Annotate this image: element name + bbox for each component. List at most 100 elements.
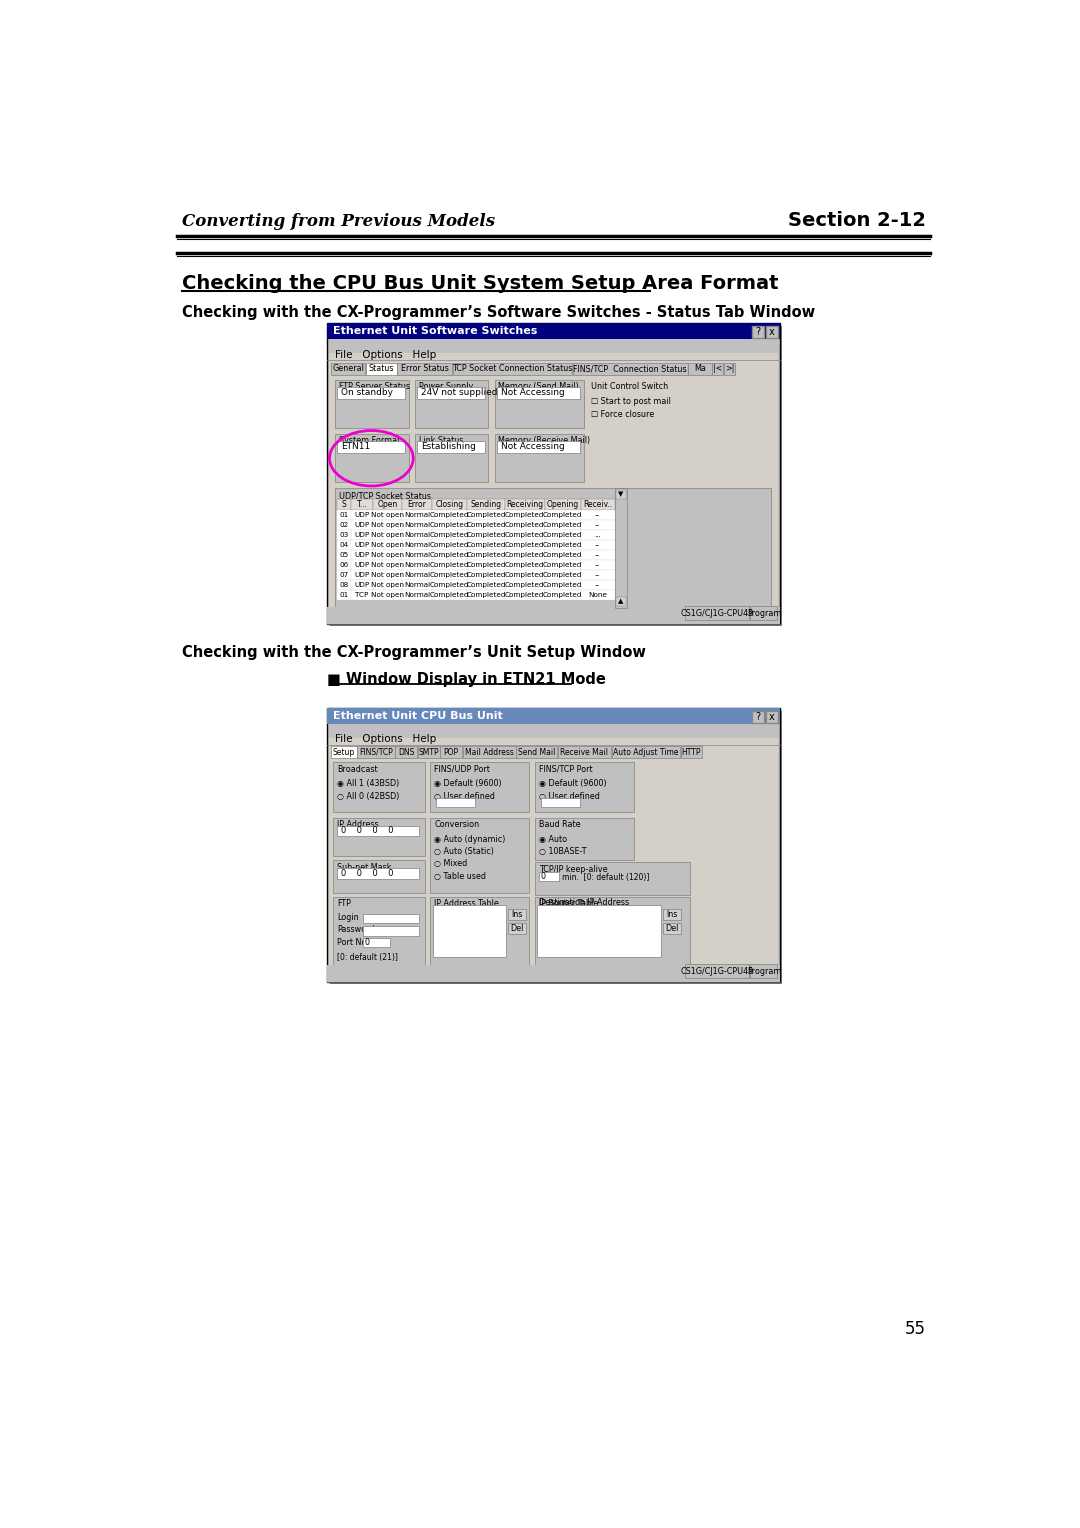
- Text: Normal: Normal: [404, 532, 430, 538]
- Text: Send Mail: Send Mail: [518, 747, 555, 756]
- Text: Completed: Completed: [467, 591, 505, 597]
- Bar: [581, 550, 615, 559]
- Text: --: --: [595, 562, 600, 568]
- Text: 02: 02: [339, 523, 349, 527]
- Text: Checking the CPU Bus Unit System Setup Area Format: Checking the CPU Bus Unit System Setup A…: [181, 274, 778, 293]
- Text: Completed: Completed: [430, 532, 470, 538]
- Text: |<: |<: [713, 365, 723, 373]
- Bar: [545, 550, 581, 559]
- Text: ☑ Change Dynamically: ☑ Change Dynamically: [539, 911, 632, 920]
- Bar: [545, 539, 581, 550]
- Text: IP Router Table: IP Router Table: [539, 900, 598, 909]
- Bar: [504, 520, 545, 530]
- Bar: [535, 762, 634, 813]
- Bar: [335, 434, 408, 483]
- Bar: [752, 711, 765, 723]
- Bar: [403, 510, 432, 520]
- Bar: [335, 380, 408, 428]
- Text: ◉ Auto: ◉ Auto: [539, 834, 567, 843]
- Text: ETN11: ETN11: [341, 442, 370, 451]
- Bar: [663, 909, 681, 920]
- Bar: [508, 923, 526, 934]
- Text: ...: ...: [594, 532, 602, 538]
- Text: IP Address Table: IP Address Table: [434, 900, 499, 909]
- Bar: [337, 500, 351, 510]
- Text: 06: 06: [339, 562, 349, 568]
- Text: Completed: Completed: [430, 523, 470, 527]
- Bar: [430, 762, 529, 813]
- Bar: [463, 746, 515, 758]
- Text: UDP: UDP: [354, 542, 369, 549]
- Bar: [581, 590, 615, 601]
- Bar: [468, 530, 504, 539]
- Text: 03: 03: [339, 532, 349, 538]
- Bar: [337, 570, 351, 581]
- Text: Del: Del: [665, 924, 678, 934]
- Bar: [545, 520, 581, 530]
- Bar: [337, 530, 351, 539]
- Bar: [504, 530, 545, 539]
- Bar: [351, 570, 373, 581]
- Bar: [680, 746, 702, 758]
- Bar: [432, 590, 468, 601]
- Text: ◉ Default (9600): ◉ Default (9600): [539, 779, 606, 788]
- Bar: [373, 590, 403, 601]
- Text: Not open: Not open: [372, 532, 404, 538]
- Bar: [545, 559, 581, 570]
- Bar: [403, 530, 432, 539]
- Text: Completed: Completed: [467, 532, 505, 538]
- Bar: [373, 539, 403, 550]
- Text: Completed: Completed: [543, 512, 582, 518]
- Bar: [337, 868, 419, 879]
- Text: min.  [0: default (120)]: min. [0: default (120)]: [562, 872, 649, 882]
- Text: Opening: Opening: [546, 500, 579, 509]
- Bar: [327, 324, 780, 339]
- Text: 04: 04: [339, 542, 349, 549]
- Bar: [545, 590, 581, 601]
- Bar: [751, 964, 778, 978]
- Bar: [537, 905, 661, 957]
- Bar: [415, 380, 488, 428]
- Text: ☐ Start to post mail: ☐ Start to post mail: [592, 397, 672, 406]
- Bar: [504, 539, 545, 550]
- Text: Completed: Completed: [430, 542, 470, 549]
- Text: Section 2-12: Section 2-12: [787, 211, 926, 229]
- Text: Mail Address: Mail Address: [464, 747, 514, 756]
- Bar: [685, 964, 748, 978]
- Text: --: --: [595, 571, 600, 578]
- Text: ☐ Force closure: ☐ Force closure: [592, 410, 654, 419]
- Text: TCP/IP keep-alive: TCP/IP keep-alive: [539, 865, 607, 874]
- Bar: [366, 362, 396, 374]
- Bar: [351, 590, 373, 601]
- Text: Not open: Not open: [372, 562, 404, 568]
- Text: HTTP: HTTP: [681, 747, 701, 756]
- Bar: [432, 530, 468, 539]
- Text: Completed: Completed: [505, 591, 544, 597]
- Bar: [468, 559, 504, 570]
- Bar: [403, 539, 432, 550]
- Bar: [535, 862, 690, 895]
- Text: FINS/TCP  Connection Status: FINS/TCP Connection Status: [573, 365, 687, 373]
- Bar: [363, 926, 419, 935]
- Text: FTP: FTP: [337, 900, 351, 909]
- Text: Completed: Completed: [430, 562, 470, 568]
- Text: FTP Server Status: FTP Server Status: [339, 382, 409, 391]
- Text: ◉ All 1 (43BSD): ◉ All 1 (43BSD): [337, 779, 400, 788]
- Text: ○ User defined: ○ User defined: [434, 792, 495, 801]
- Bar: [430, 817, 529, 892]
- Text: Receiving: Receiving: [507, 500, 543, 509]
- Text: System Format: System Format: [339, 435, 400, 445]
- Text: Normal: Normal: [404, 591, 430, 597]
- Text: Completed: Completed: [430, 512, 470, 518]
- Bar: [572, 362, 688, 374]
- Bar: [766, 325, 779, 338]
- Bar: [417, 440, 485, 452]
- Text: ■ Window Display in ETN21 Mode: ■ Window Display in ETN21 Mode: [327, 671, 606, 686]
- Text: ○ Mixed: ○ Mixed: [434, 859, 468, 868]
- Bar: [337, 520, 351, 530]
- Text: Not Accessing: Not Accessing: [501, 442, 565, 451]
- Bar: [581, 559, 615, 570]
- Bar: [432, 539, 468, 550]
- Text: Completed: Completed: [505, 542, 544, 549]
- Bar: [751, 607, 778, 620]
